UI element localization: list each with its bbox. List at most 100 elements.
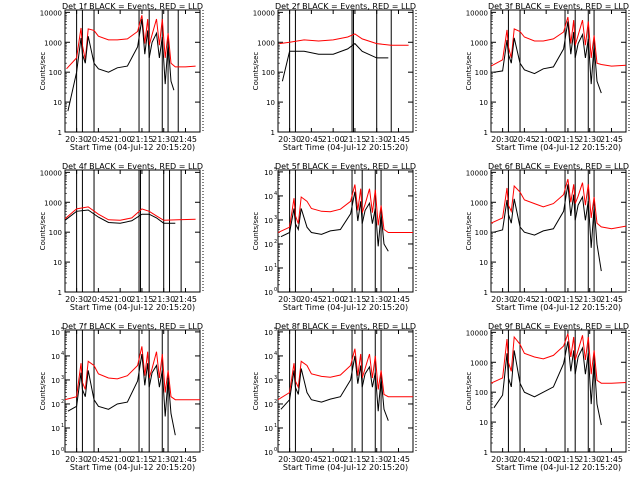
x-axis-label: Start Time (04-Jul-12 20:15:20) <box>70 303 195 312</box>
x-tick-label: 20:30 <box>65 295 88 304</box>
x-tick-label: 21:15 <box>343 295 366 304</box>
y-tick-label: 1000 <box>470 39 488 47</box>
x-tick-label: 21:45 <box>174 295 197 304</box>
detector-panel-8: Det 8f BLACK = Events, RED = LLD 20:3020:… <box>252 322 417 472</box>
x-tick-label: 21:45 <box>600 135 623 144</box>
y-tick-exponent: 2 <box>61 399 64 405</box>
x-tick-label: 20:45 <box>87 295 110 304</box>
y-tick-exponent: 3 <box>61 375 64 381</box>
y-tick-label: 100 <box>475 389 488 397</box>
y-tick-exponent: 3 <box>274 215 277 221</box>
x-tick-label: 21:00 <box>109 295 132 304</box>
x-tick-label: 21:00 <box>535 455 558 464</box>
y-tick-exponent: 1 <box>274 263 277 269</box>
y-tick-label: 10 <box>264 401 273 409</box>
x-tick-label: 21:45 <box>600 295 623 304</box>
y-tick-label: 100 <box>262 69 275 77</box>
y-tick-label: 10 <box>51 449 60 457</box>
x-tick-label: 20:45 <box>513 295 536 304</box>
events-series-line <box>280 191 389 252</box>
y-tick-label: 10000 <box>466 169 488 177</box>
x-tick-label: 21:30 <box>152 455 175 464</box>
x-tick-label: 20:45 <box>87 135 110 144</box>
x-tick-label: 20:45 <box>87 455 110 464</box>
y-tick-label: 100 <box>49 69 62 77</box>
y-tick-label: 10 <box>264 169 273 177</box>
detector-panel-3: Det 3f BLACK = Events, RED = LLD 20:3020:… <box>465 2 630 152</box>
y-tick-label: 10 <box>264 265 273 273</box>
x-tick-label: 21:15 <box>130 295 153 304</box>
x-tick-label: 21:15 <box>130 135 153 144</box>
x-tick-label: 21:30 <box>152 295 175 304</box>
y-tick-label: 10 <box>264 353 273 361</box>
panel-title: Det 5f BLACK = Events, RED = LLD <box>275 162 416 171</box>
events-series-line <box>281 42 389 82</box>
x-axis-label: Start Time (04-Jul-12 20:15:20) <box>496 463 621 472</box>
x-tick-label: 21:15 <box>556 135 579 144</box>
x-tick-label: 20:30 <box>65 135 88 144</box>
x-tick-label: 20:30 <box>491 135 514 144</box>
lld-series-line <box>279 33 409 46</box>
x-tick-label: 21:00 <box>535 135 558 144</box>
x-tick-label: 21:45 <box>387 455 410 464</box>
x-tick-label: 21:15 <box>343 135 366 144</box>
y-tick-label: 100 <box>475 69 488 77</box>
y-tick-label: 10 <box>264 425 273 433</box>
y-tick-exponent: 0 <box>274 287 277 293</box>
lld-series-line <box>491 16 626 67</box>
y-tick-label: 10 <box>51 329 60 337</box>
panel-title: Det 4f BLACK = Events, RED = LLD <box>62 162 203 171</box>
x-axis-label: Start Time (04-Jul-12 20:15:20) <box>283 143 408 152</box>
y-tick-exponent: 0 <box>274 447 277 453</box>
y-tick-exponent: 1 <box>61 423 64 429</box>
y-tick-label: 10000 <box>466 329 488 337</box>
x-tick-label: 20:30 <box>65 455 88 464</box>
x-tick-label: 21:00 <box>109 455 132 464</box>
events-series-line <box>280 355 389 421</box>
x-tick-label: 21:00 <box>322 135 345 144</box>
x-tick-label: 21:30 <box>365 455 388 464</box>
plot-frame <box>490 9 627 133</box>
events-series-line <box>493 184 602 272</box>
y-tick-exponent: 4 <box>61 351 64 357</box>
x-tick-label: 21:15 <box>343 455 366 464</box>
y-tick-exponent: 4 <box>274 351 277 357</box>
y-tick-label: 1 <box>484 129 488 137</box>
y-tick-label: 10000 <box>466 9 488 17</box>
y-tick-exponent: 1 <box>274 423 277 429</box>
plot-frame <box>277 169 414 293</box>
y-tick-label: 1000 <box>470 359 488 367</box>
y-tick-label: 10 <box>479 99 488 107</box>
detector-panel-1: Det 1f BLACK = Events, RED = LLD 20:3020:… <box>39 2 204 152</box>
x-axis-label: Start Time (04-Jul-12 20:15:20) <box>283 463 408 472</box>
y-tick-label: 100 <box>475 229 488 237</box>
x-axis-label: Start Time (04-Jul-12 20:15:20) <box>496 143 621 152</box>
y-tick-label: 1 <box>271 129 275 137</box>
x-tick-label: 20:45 <box>300 135 323 144</box>
y-axis-label: Counts/sec <box>465 52 473 91</box>
y-tick-label: 10 <box>53 99 62 107</box>
y-tick-label: 10 <box>264 289 273 297</box>
x-tick-label: 20:30 <box>491 455 514 464</box>
plot-frame <box>490 169 627 293</box>
y-tick-label: 10 <box>264 377 273 385</box>
x-tick-label: 20:45 <box>300 455 323 464</box>
x-tick-label: 21:15 <box>556 455 579 464</box>
y-tick-exponent: 3 <box>274 375 277 381</box>
y-tick-label: 1000 <box>44 199 62 207</box>
x-tick-label: 21:30 <box>365 135 388 144</box>
plot-frame <box>64 329 201 453</box>
y-axis-label: Counts/sec <box>252 212 260 251</box>
panel-title: Det 1f BLACK = Events, RED = LLD <box>62 2 203 11</box>
panel-title: Det 6f BLACK = Events, RED = LLD <box>488 162 629 171</box>
y-tick-label: 1000 <box>470 199 488 207</box>
events-series-line <box>65 209 176 224</box>
x-tick-label: 21:30 <box>578 135 601 144</box>
detector-panel-2: Det 2f BLACK = Events, RED = LLD 20:3020:… <box>252 2 417 152</box>
y-tick-exponent: 4 <box>274 191 277 197</box>
x-tick-label: 20:30 <box>278 455 301 464</box>
y-tick-label: 10 <box>51 401 60 409</box>
x-tick-label: 21:00 <box>109 135 132 144</box>
y-tick-label: 10000 <box>40 9 62 17</box>
panel-title: Det 7f BLACK = Events, RED = LLD <box>62 322 203 331</box>
